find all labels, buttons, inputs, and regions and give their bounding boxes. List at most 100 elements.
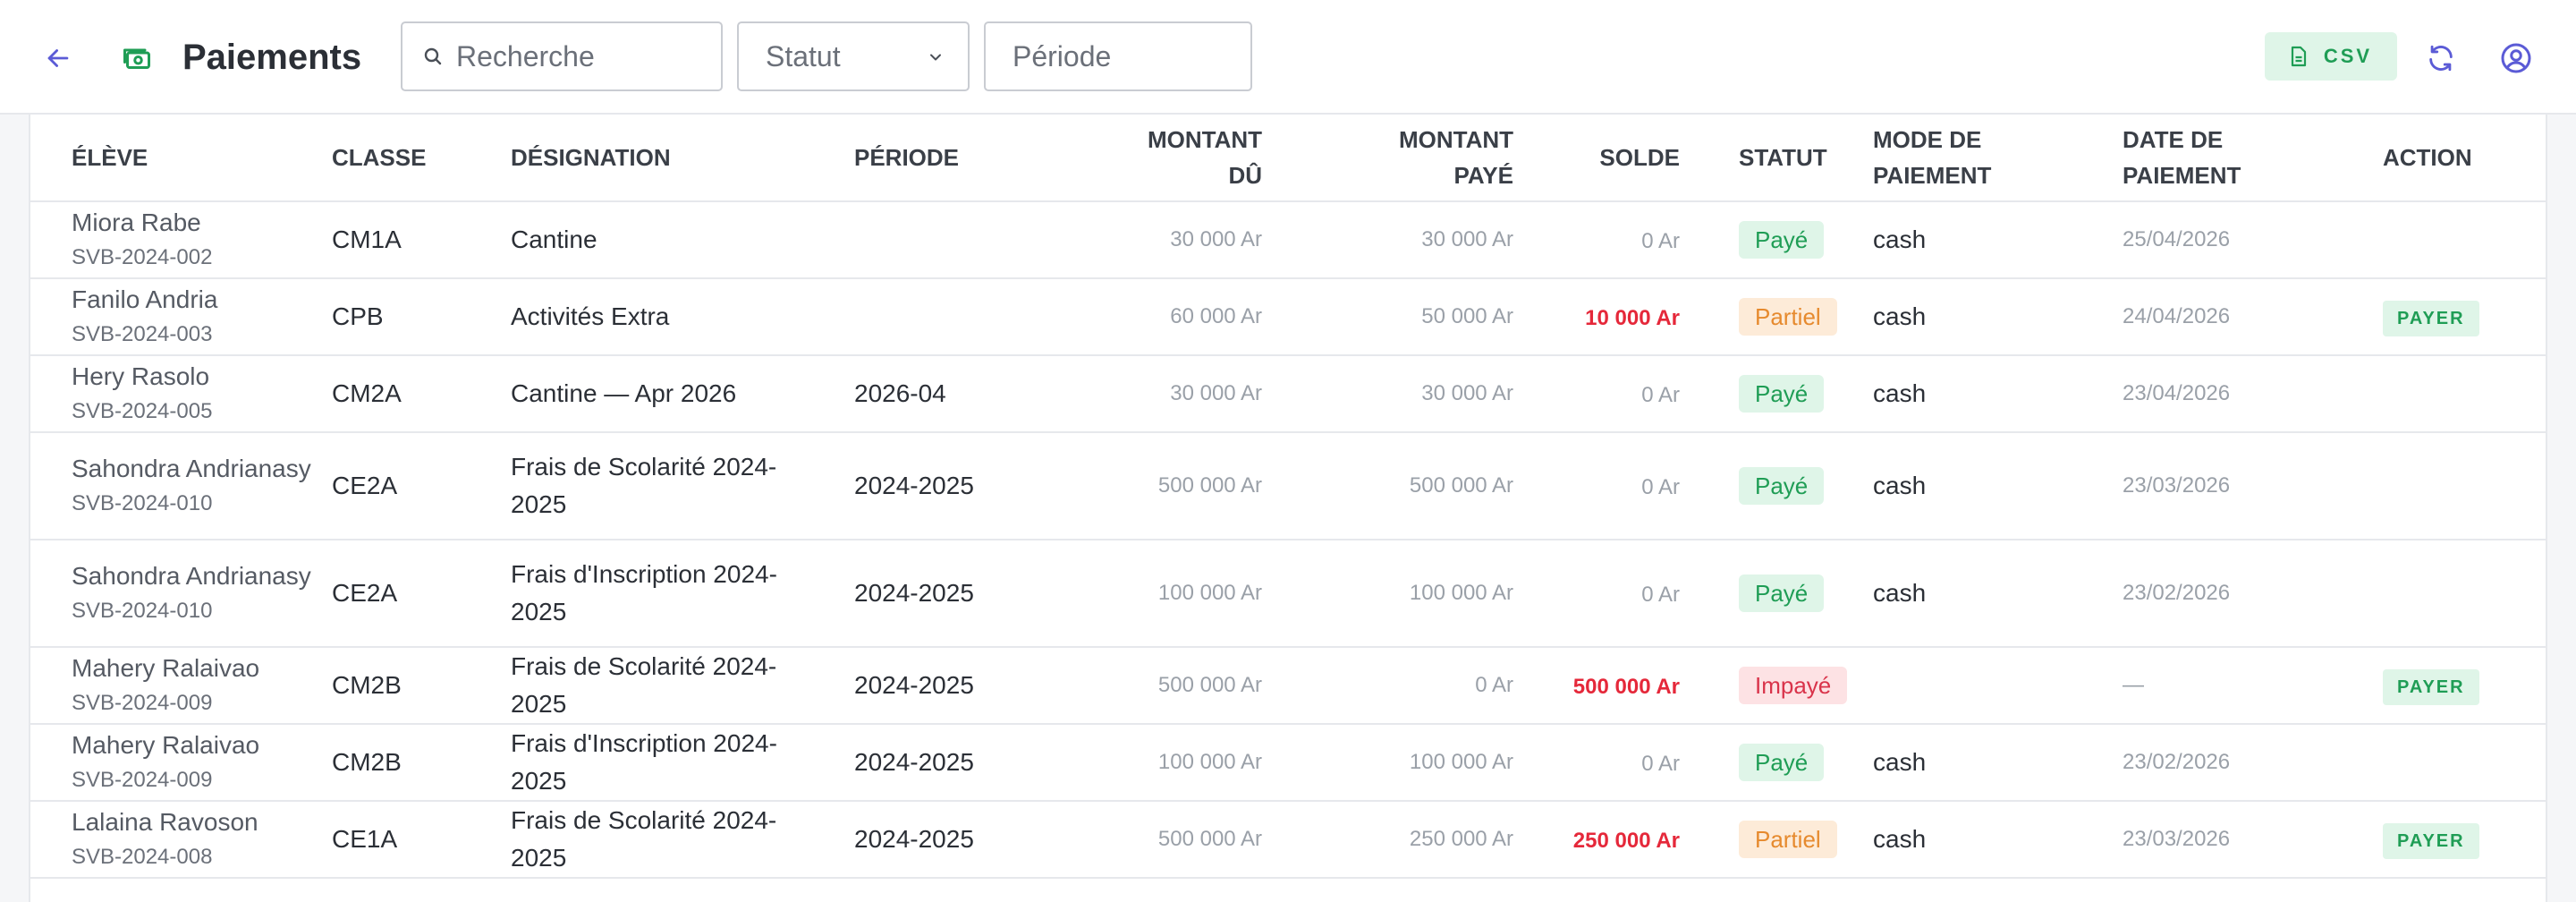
col-periode[interactable]: PÉRIODE [854, 115, 1034, 202]
col-montant-paye[interactable]: MONTANT PAYÉ [1262, 115, 1513, 202]
cell-montant-du: 500 000 Ar [1034, 647, 1262, 725]
table-row[interactable]: Sahondra Andrianasy SVB-2024-010 CE2A Frais… [30, 540, 2546, 648]
cell-action [2363, 432, 2546, 540]
cell-statut: Payé [1680, 540, 1859, 648]
solde-value: 10 000 Ar [1585, 305, 1680, 330]
col-date[interactable]: DATE DE PAIEMENT [2108, 115, 2363, 202]
col-statut[interactable]: STATUT [1680, 115, 1859, 202]
designation-text: Frais de Scolarité 2024-2025 [511, 453, 777, 518]
statut-select[interactable]: Statut [737, 21, 970, 91]
cell-montant-paye: 30 000 Ar [1262, 355, 1513, 433]
cell-mode: cash [1859, 801, 2108, 879]
col-eleve[interactable]: ÉLÈVE [30, 115, 332, 202]
student-code: SVB-2024-008 [72, 845, 213, 869]
cell-date: 23/04/2026 [2108, 355, 2363, 433]
cell-classe: CM1A [332, 201, 511, 279]
chevron-down-icon [930, 54, 941, 61]
search-input[interactable]: Recherche [401, 21, 723, 91]
table-row[interactable]: Miora Rabe SVB-2024-002 CM1A Cantine 30 000 … [30, 201, 2546, 279]
cell-classe: CPB [332, 278, 511, 356]
cell-designation: Frais d'Inscription 2024-2025 [511, 724, 854, 802]
payer-button[interactable]: PAYER [2383, 301, 2479, 336]
col-montant-du-line1: MONTANT [1147, 126, 1262, 153]
periode-input[interactable]: Période [984, 21, 1252, 91]
student-name: Hery Rasolo [72, 362, 210, 390]
cell-statut: Payé [1680, 355, 1859, 433]
designation-text: Frais d'Inscription 2024-2025 [511, 729, 777, 795]
cell-designation: Cantine [511, 201, 854, 279]
student-code: SVB-2024-010 [72, 491, 213, 515]
col-designation[interactable]: DÉSIGNATION [511, 115, 854, 202]
cell-mode [1859, 647, 2108, 725]
cell-action: PAYER [2363, 801, 2546, 879]
table-row[interactable]: Mahery Ralaivao SVB-2024-009 CM2B Frais d'I… [30, 724, 2546, 802]
student-code: SVB-2024-010 [72, 599, 213, 623]
cell-montant-du: 500 000 Ar [1034, 432, 1262, 540]
table-row[interactable]: Fanilo Andria SVB-2024-003 CPB Activités Ex… [30, 278, 2546, 356]
student-code: SVB-2024-009 [72, 691, 213, 715]
designation-text: Cantine [511, 226, 597, 253]
payer-button[interactable]: PAYER [2383, 669, 2479, 705]
csv-export-button[interactable]: CSV [2265, 32, 2397, 81]
table-row[interactable]: Mahery Ralaivao SVB-2024-009 CM2B Frais de … [30, 647, 2546, 725]
col-solde[interactable]: SOLDE [1513, 115, 1680, 202]
cell-statut: Payé [1680, 724, 1859, 802]
arrow-left-icon[interactable] [36, 36, 80, 81]
cell-date: 24/04/2026 [2108, 278, 2363, 356]
cell-periode: 2024-2025 [854, 432, 1034, 540]
cell-designation: Frais de Scolarité 2024-2025 [511, 432, 854, 540]
cell-eleve: Lalaina Ravoson SVB-2024-008 [30, 801, 332, 879]
cell-date: 25/04/2026 [2108, 201, 2363, 279]
student-name: Sahondra Andrianasy [72, 562, 311, 590]
col-classe[interactable]: CLASSE [332, 115, 511, 202]
search-placeholder: Recherche [456, 39, 595, 72]
table-row[interactable]: Sahondra Andrianasy SVB-2024-010 CE2A Frais… [30, 432, 2546, 540]
designation-text: Activités Extra [511, 302, 670, 330]
cell-classe: CE2A [332, 432, 511, 540]
cell-solde: 10 000 Ar [1513, 278, 1680, 356]
col-date-line1: DATE DE [2123, 126, 2224, 153]
cell-classe: CE1A [332, 801, 511, 879]
status-badge: Payé [1739, 574, 1825, 612]
payments-table-card: ÉLÈVE CLASSE DÉSIGNATION PÉRIODE MONTANT… [29, 115, 2547, 902]
status-badge: Partiel [1739, 298, 1837, 336]
student-name: Fanilo Andria [72, 285, 218, 313]
cell-designation: Frais de Scolarité 2024-2025 [511, 801, 854, 879]
cell-solde: 500 000 Ar [1513, 647, 1680, 725]
col-montant-du[interactable]: MONTANT DÛ [1034, 115, 1262, 202]
status-badge: Payé [1739, 467, 1825, 505]
cell-solde: 250 000 Ar [1513, 801, 1680, 879]
cell-mode: cash [1859, 355, 2108, 433]
cell-montant-du: 30 000 Ar [1034, 355, 1262, 433]
refresh-icon[interactable] [2417, 34, 2465, 82]
cell-classe: CM2B [332, 647, 511, 725]
page-title: Paiements [182, 38, 362, 77]
cell-designation: Frais d'Inscription 2024-2025 [511, 540, 854, 648]
cell-solde: 0 Ar [1513, 432, 1680, 540]
cell-montant-du: 30 000 Ar [1034, 201, 1262, 279]
cell-date: 23/02/2026 [2108, 724, 2363, 802]
status-badge: Partiel [1739, 821, 1837, 858]
cell-periode [854, 201, 1034, 279]
col-mode[interactable]: MODE DE PAIEMENT [1859, 115, 2108, 202]
table-row[interactable]: Hery Rasolo SVB-2024-005 CM2A Cantine — Apr… [30, 355, 2546, 433]
cell-eleve: Sahondra Andrianasy SVB-2024-010 [30, 432, 332, 540]
payer-button[interactable]: PAYER [2383, 823, 2479, 859]
cell-date: 23/02/2026 [2108, 540, 2363, 648]
cell-montant-du: 60 000 Ar [1034, 278, 1262, 356]
user-circle-icon[interactable] [2492, 34, 2540, 82]
designation-text: Cantine — Apr 2026 [511, 379, 737, 407]
cell-date: 23/03/2026 [2108, 432, 2363, 540]
cell-periode: 2024-2025 [854, 540, 1034, 648]
status-badge: Payé [1739, 375, 1825, 413]
col-action: ACTION [2363, 115, 2546, 202]
cell-montant-paye: 100 000 Ar [1262, 724, 1513, 802]
cell-mode: cash [1859, 432, 2108, 540]
cell-montant-paye: 50 000 Ar [1262, 278, 1513, 356]
table-row[interactable]: Lalaina Ravoson SVB-2024-008 CE1A Frais de … [30, 801, 2546, 879]
cell-mode: cash [1859, 724, 2108, 802]
student-name: Mahery Ralaivao [72, 731, 260, 759]
student-code: SVB-2024-003 [72, 322, 213, 346]
cell-eleve: Miora Rabe SVB-2024-002 [30, 201, 332, 279]
cell-statut: Payé [1680, 201, 1859, 279]
